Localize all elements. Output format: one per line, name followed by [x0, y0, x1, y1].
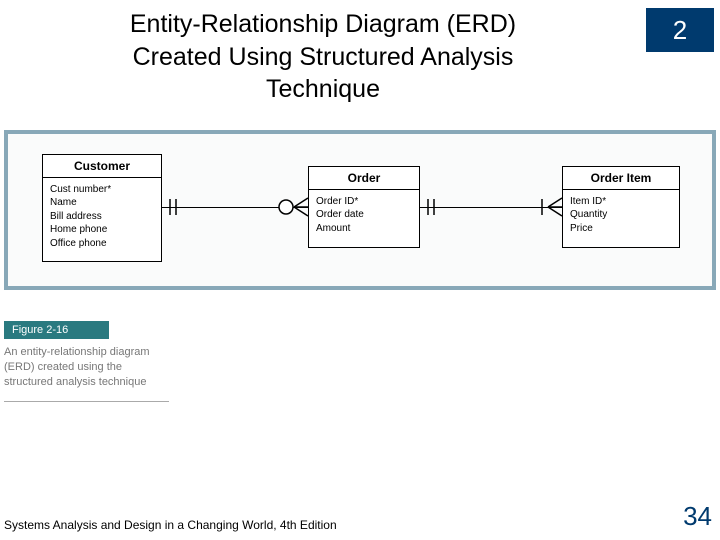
attr: Item ID* [570, 195, 672, 209]
entity-order: Order Order ID* Order date Amount [308, 166, 420, 248]
entity-orderitem-title: Order Item [563, 167, 679, 190]
entity-order-attrs: Order ID* Order date Amount [309, 190, 419, 243]
attr: Office phone [50, 237, 154, 251]
chapter-badge: 2 [646, 8, 714, 52]
connector-order-orderitem [420, 207, 562, 209]
entity-customer-attrs: Cust number* Name Bill address Home phon… [43, 178, 161, 258]
attr: Bill address [50, 210, 154, 224]
page-number: 34 [683, 501, 712, 532]
entity-order-title: Order [309, 167, 419, 190]
title-line-3: Technique [266, 75, 380, 103]
attr: Quantity [570, 208, 672, 222]
attr: Name [50, 196, 154, 210]
slide-title: Entity-Relationship Diagram (ERD) Create… [0, 8, 646, 106]
entity-orderitem-attrs: Item ID* Quantity Price [563, 190, 679, 243]
figure-label: Figure 2-16 An entity-relationship diagr… [4, 320, 169, 402]
attr: Order date [316, 208, 412, 222]
footer-text: Systems Analysis and Design in a Changin… [4, 518, 337, 532]
entity-customer-title: Customer [43, 155, 161, 178]
title-line-2: Created Using Structured Analysis [133, 43, 514, 71]
attr: Order ID* [316, 195, 412, 209]
figure-tag: Figure 2-16 [4, 321, 109, 339]
slide-header: Entity-Relationship Diagram (ERD) Create… [0, 0, 720, 106]
connector-customer-order [162, 207, 308, 209]
title-line-1: Entity-Relationship Diagram (ERD) [130, 10, 516, 38]
attr: Cust number* [50, 183, 154, 197]
attr: Home phone [50, 223, 154, 237]
attr: Amount [316, 222, 412, 236]
erd-row: Customer Cust number* Name Bill address … [26, 154, 694, 264]
attr: Price [570, 222, 672, 236]
figure-caption: An entity-relationship diagram (ERD) cre… [4, 345, 169, 402]
entity-orderitem: Order Item Item ID* Quantity Price [562, 166, 680, 248]
entity-customer: Customer Cust number* Name Bill address … [42, 154, 162, 262]
slide-footer: Systems Analysis and Design in a Changin… [4, 501, 712, 532]
chapter-number: 2 [673, 15, 687, 46]
erd-diagram: Customer Cust number* Name Bill address … [4, 130, 716, 290]
